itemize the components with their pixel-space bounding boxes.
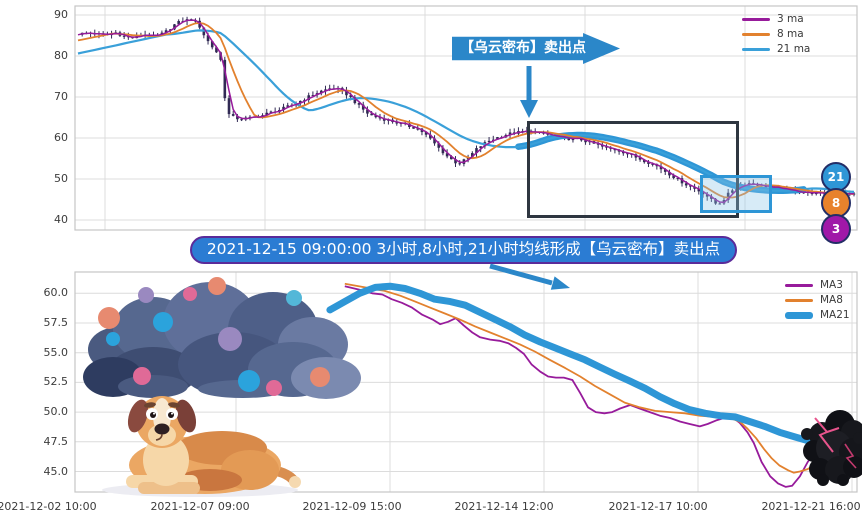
bottom-y-tick-label: 50.0 <box>43 405 69 419</box>
legend-entry: MA8 <box>785 294 850 306</box>
dog-illustration <box>90 390 305 502</box>
top-y-tick-label: 60 <box>54 131 68 144</box>
bottom-y-tick-label: 47.5 <box>43 434 69 448</box>
x-tick-label: 2021-12-07 09:00 <box>150 500 250 513</box>
lightning-icon <box>814 417 857 469</box>
legend-line-swatch <box>742 32 770 36</box>
bottom-y-tick-label: 60.0 <box>43 286 69 300</box>
x-tick-label: 2021-12-09 15:00 <box>302 500 402 513</box>
legend-label: MA21 <box>820 309 850 321</box>
bottom-y-tick-label: 55.0 <box>43 345 69 359</box>
legend-entry: 3 ma <box>742 13 810 25</box>
bottom-y-tick-label: 57.5 <box>43 316 69 329</box>
legend-entry: MA21 <box>785 309 850 321</box>
top-y-tick-label: 90 <box>54 8 68 21</box>
bottom-y-tick-label: 52.5 <box>43 375 69 389</box>
dark-cloud-pattern-region <box>526 121 739 218</box>
legend-line-swatch <box>742 17 770 21</box>
ma-badge-3: 3 <box>821 214 851 244</box>
bottom-chart-legend: MA3 MA8 MA21 <box>785 279 850 321</box>
bottom-y-tick-label: 45.0 <box>43 464 69 478</box>
top-y-tick-label: 50 <box>54 172 68 185</box>
legend-entry: MA3 <box>785 279 850 291</box>
black-cloud-illustration <box>801 404 862 486</box>
legend-line-swatch <box>742 47 770 51</box>
top-chart-legend: 3 ma 8 ma 21 ma <box>742 13 810 55</box>
sell-point-banner: 【乌云密布】卖出点 <box>452 33 620 64</box>
legend-label: MA3 <box>820 279 843 291</box>
legend-line-swatch <box>785 311 813 319</box>
top-y-tick-label: 40 <box>54 213 68 226</box>
legend-label: MA8 <box>820 294 843 306</box>
legend-label: 21 ma <box>777 43 811 55</box>
note-pointer-arrow-icon <box>489 263 570 290</box>
top-y-tick-label: 80 <box>54 49 68 62</box>
x-tick-label: 2021-12-21 16:00 <box>761 500 861 513</box>
legend-entry: 8 ma <box>742 28 810 40</box>
top-y-tick-label: 70 <box>54 90 68 103</box>
legend-entry: 21 ma <box>742 43 810 55</box>
legend-line-swatch <box>785 298 813 302</box>
legend-label: 8 ma <box>777 28 804 40</box>
x-tick-label: 2021-12-14 12:00 <box>454 500 554 513</box>
legend-line-swatch <box>785 283 813 287</box>
sell-point-region <box>699 174 772 214</box>
signal-note: 2021-12-15 09:00:00 3小时,8小时,21小时均线形成【乌云密… <box>190 236 737 264</box>
x-tick-label: 2021-12-17 10:00 <box>608 500 708 513</box>
ma-badge-21: 21 <box>821 162 851 192</box>
x-tick-label: 2021-12-02 10:00 <box>0 500 97 513</box>
storm-cloud-illustration <box>78 272 361 399</box>
legend-label: 3 ma <box>777 13 804 25</box>
banner-down-arrow-icon <box>520 66 538 118</box>
